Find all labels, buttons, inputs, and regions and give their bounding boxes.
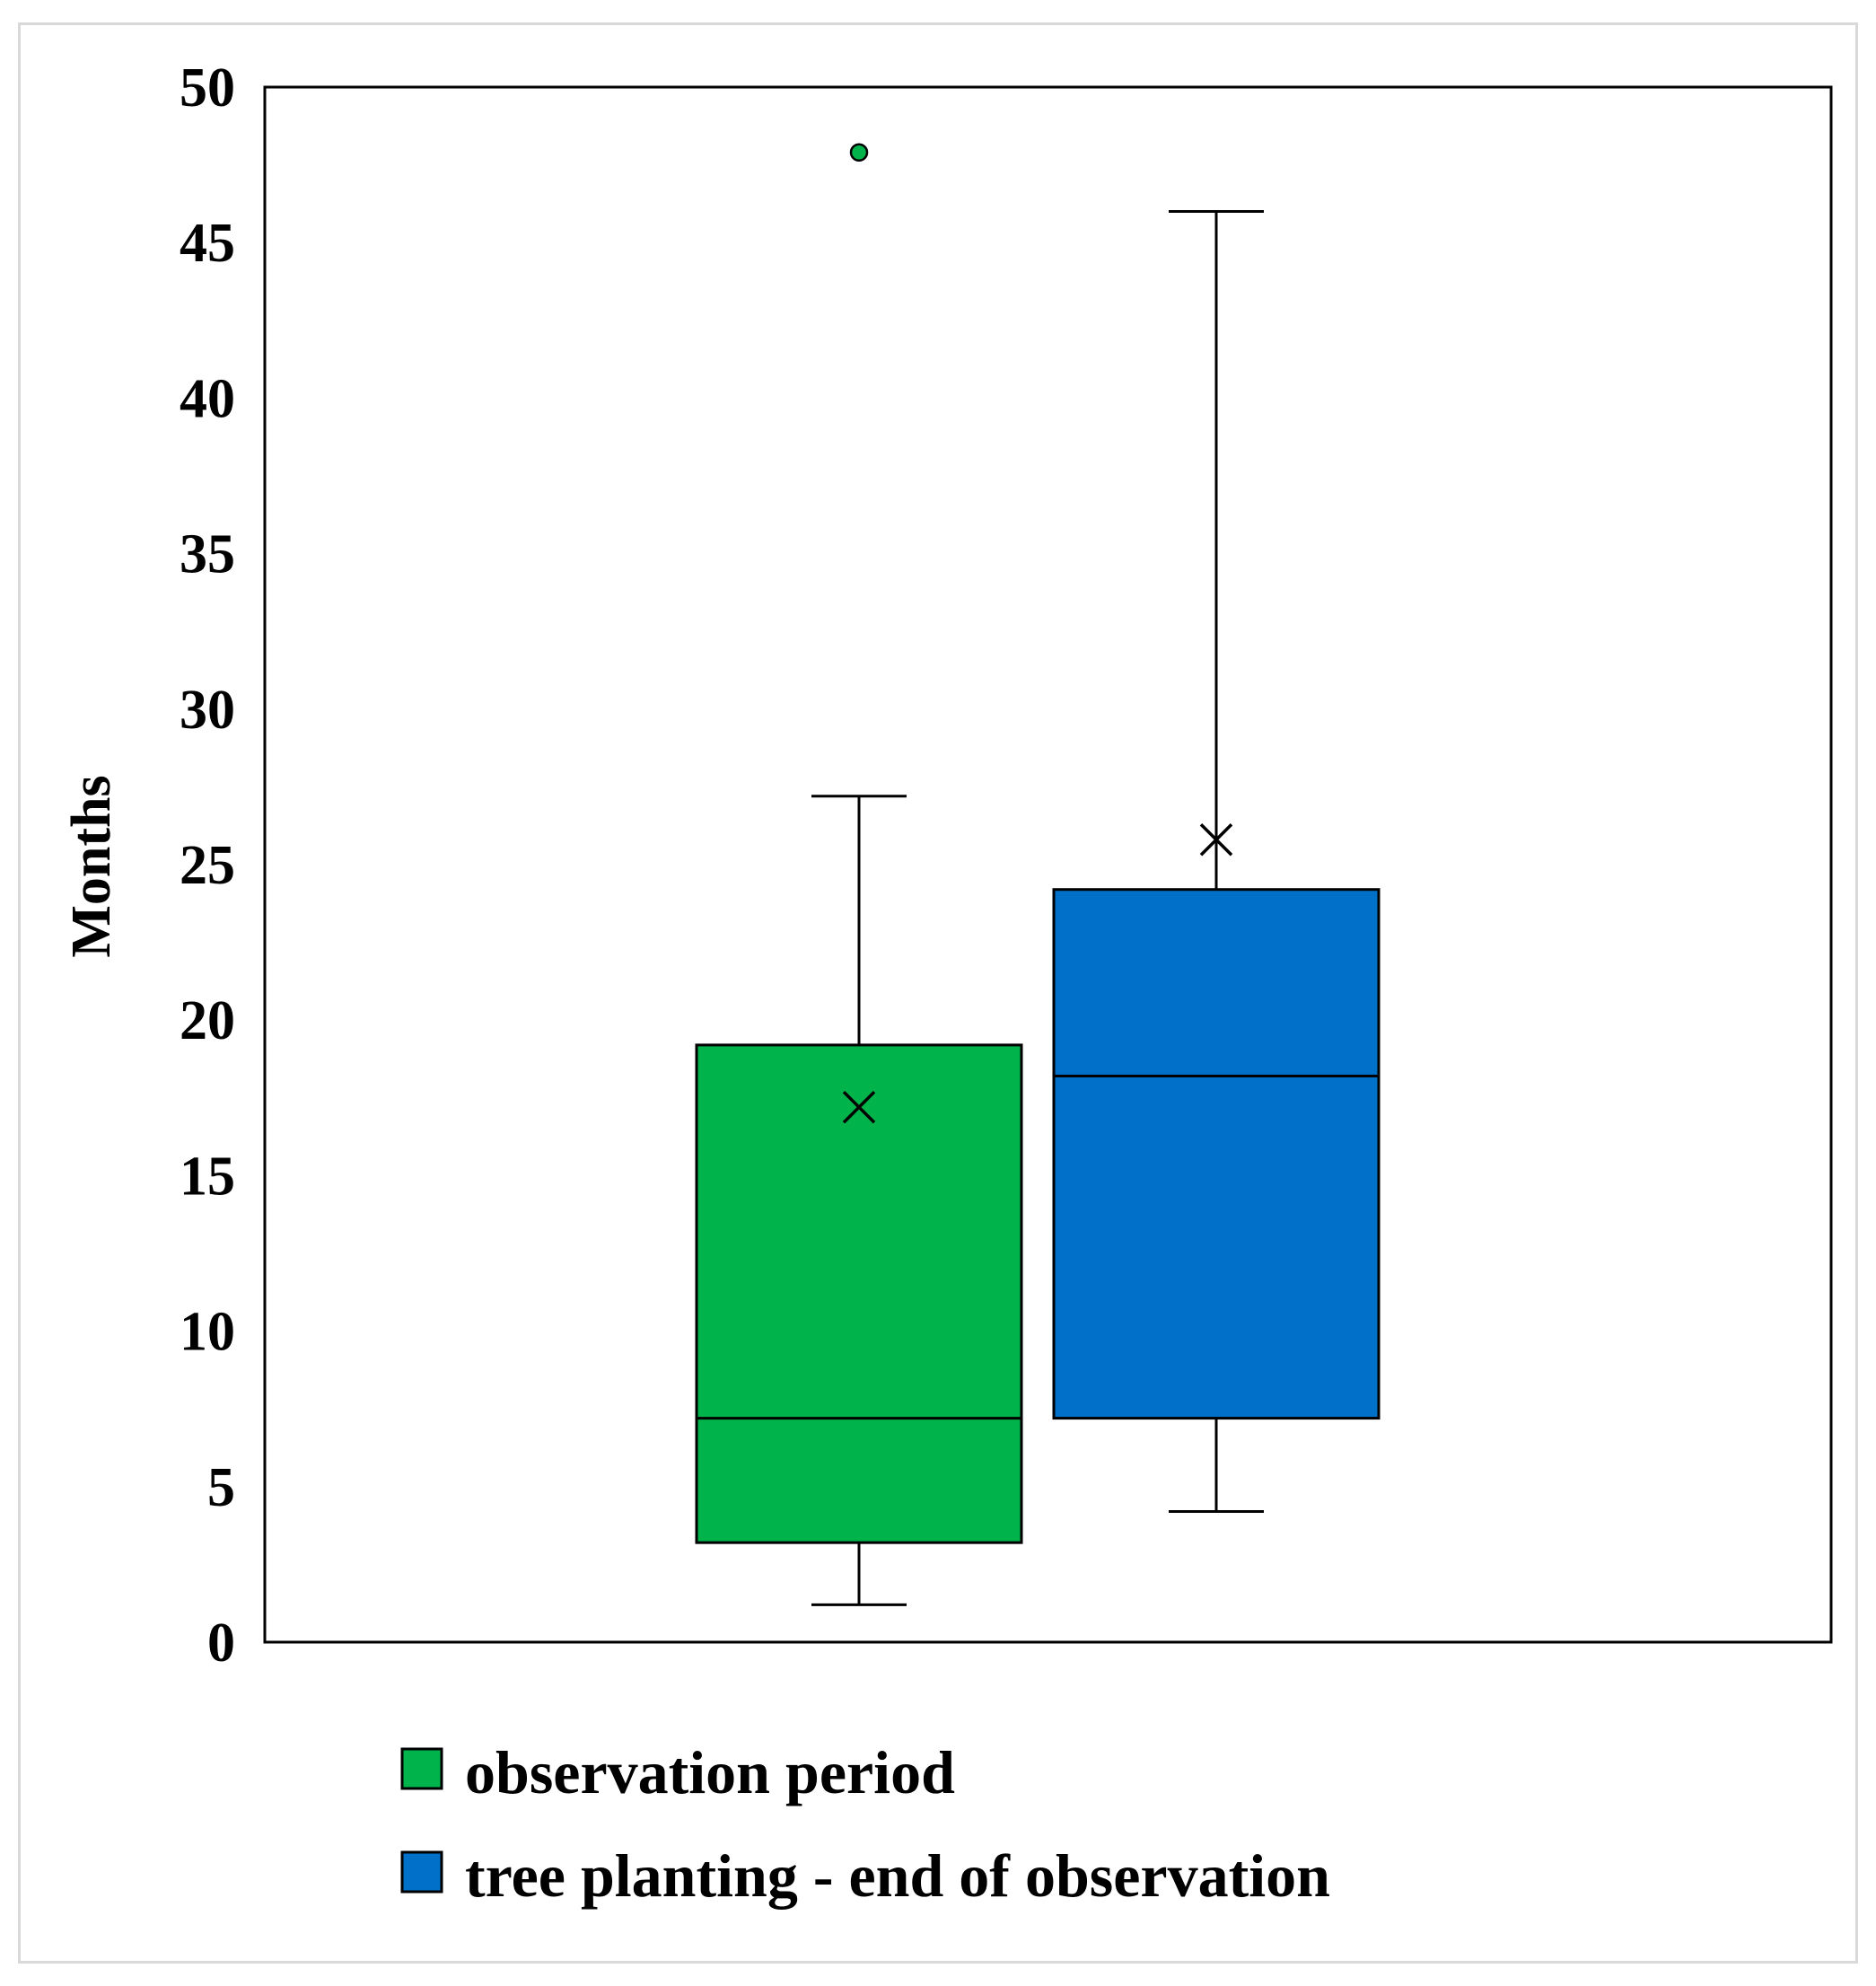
y-tick-label-30: 30 xyxy=(180,680,235,741)
box-group-observation-period xyxy=(695,143,1023,1606)
plot-area xyxy=(263,85,1833,1644)
box-tree-planting xyxy=(1052,888,1381,1420)
outlier-point-observation-period-0 xyxy=(849,143,869,162)
y-tick-label-45: 45 xyxy=(180,213,235,274)
box-group-tree-planting xyxy=(1052,210,1381,1514)
y-axis-title: Months xyxy=(61,775,122,957)
y-tick-label-10: 10 xyxy=(180,1302,235,1363)
legend: observation period tree planting - end o… xyxy=(400,1738,1330,1910)
box-series xyxy=(695,143,1381,1606)
y-tick-label-0: 0 xyxy=(207,1613,235,1674)
legend-swatch-tree-planting xyxy=(400,1850,443,1894)
legend-swatch-observation-period xyxy=(400,1747,443,1790)
y-tick-label-25: 25 xyxy=(180,835,235,896)
y-tick-label-40: 40 xyxy=(180,368,235,429)
mean-marker-observation-period xyxy=(842,1090,876,1124)
y-tick-label-35: 35 xyxy=(180,524,235,585)
y-tick-label-15: 15 xyxy=(180,1146,235,1207)
legend-label-observation-period: observation period xyxy=(465,1738,955,1806)
legend-label-tree-planting: tree planting - end of observation xyxy=(465,1841,1330,1910)
y-tick-label-50: 50 xyxy=(180,57,235,119)
y-tick-label-5: 5 xyxy=(207,1457,235,1518)
y-tick-label-20: 20 xyxy=(180,990,235,1051)
figure-frame xyxy=(18,22,1858,1964)
box-observation-period xyxy=(695,1043,1023,1544)
mean-marker-tree-planting xyxy=(1199,823,1233,857)
y-axis-ticks: 0 5 10 15 20 25 30 35 40 45 50 xyxy=(180,57,235,1674)
